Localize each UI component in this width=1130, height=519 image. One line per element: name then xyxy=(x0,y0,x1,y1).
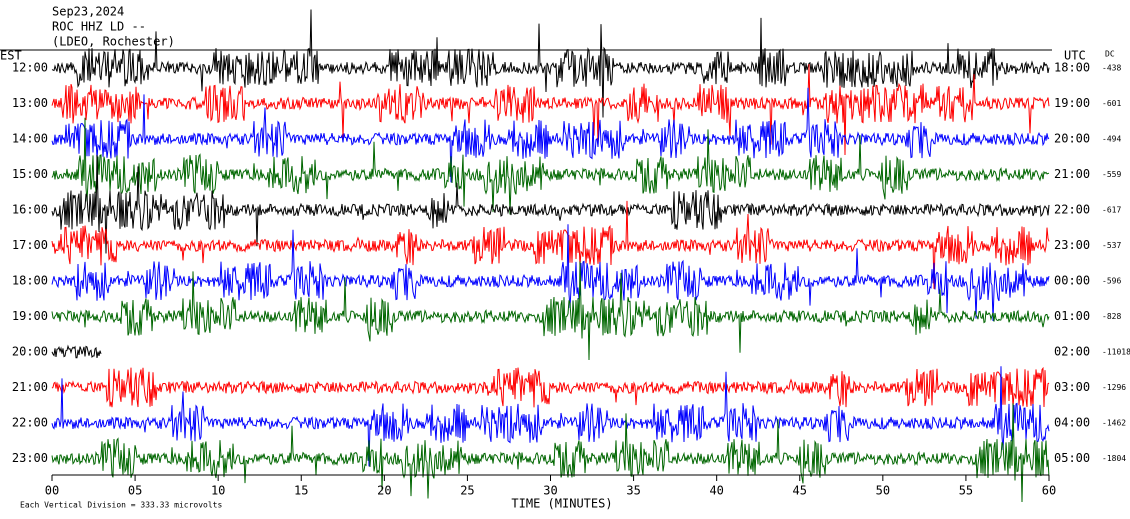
x-tick-label: 60 xyxy=(1042,484,1056,498)
est-label: 16:00 xyxy=(12,203,48,217)
utc-label: 01:00 xyxy=(1054,309,1090,323)
traces xyxy=(51,9,1050,503)
trace xyxy=(51,261,1050,361)
trace xyxy=(51,344,102,359)
right-axis-label: UTC xyxy=(1064,49,1086,63)
dc-value: -828 xyxy=(1102,312,1121,321)
est-label: 14:00 xyxy=(12,132,48,146)
trace xyxy=(51,403,1050,503)
utc-label: 05:00 xyxy=(1054,451,1090,465)
trace xyxy=(51,63,1050,156)
est-label: 15:00 xyxy=(12,167,48,181)
est-label: 20:00 xyxy=(12,345,48,359)
trace xyxy=(51,117,1050,215)
x-tick-label: 40 xyxy=(709,484,723,498)
dc-value: -559 xyxy=(1102,170,1121,179)
date: Sep23,2024 xyxy=(52,5,124,19)
est-label: 18:00 xyxy=(12,274,48,288)
est-label: 12:00 xyxy=(12,61,48,75)
utc-label: 23:00 xyxy=(1054,238,1090,252)
utc-label: 03:00 xyxy=(1054,380,1090,394)
x-tick-label: 15 xyxy=(294,484,308,498)
x-tick-label: 20 xyxy=(377,484,391,498)
dc-value: -617 xyxy=(1102,206,1121,215)
est-label: 19:00 xyxy=(12,309,48,323)
est-label: 22:00 xyxy=(12,416,48,430)
utc-label: 18:00 xyxy=(1054,61,1090,75)
utc-label: 00:00 xyxy=(1054,274,1090,288)
est-label: 23:00 xyxy=(12,451,48,465)
trace xyxy=(51,224,1050,322)
dc-value: -596 xyxy=(1102,277,1121,286)
est-label: 17:00 xyxy=(12,238,48,252)
utc-label: 22:00 xyxy=(1054,203,1090,217)
dc-value: -1462 xyxy=(1102,419,1126,428)
x-tick-label: 30 xyxy=(543,484,557,498)
x-tick-label: 10 xyxy=(211,484,225,498)
trace xyxy=(51,9,1050,118)
x-tick-label: 50 xyxy=(876,484,890,498)
est-label: 13:00 xyxy=(12,96,48,110)
dc-value: -537 xyxy=(1102,241,1121,250)
utc-label: 02:00 xyxy=(1054,345,1090,359)
dc-value: -601 xyxy=(1102,99,1121,108)
trace xyxy=(51,200,1050,289)
left-axis-label: EST xyxy=(0,49,22,63)
utc-label: 19:00 xyxy=(1054,96,1090,110)
trace xyxy=(51,366,1050,408)
utc-label: 04:00 xyxy=(1054,416,1090,430)
x-tick-label: 05 xyxy=(128,484,142,498)
x-axis-label: TIME (MINUTES) xyxy=(511,497,612,511)
x-tick-label: 55 xyxy=(959,484,973,498)
utc-label: 21:00 xyxy=(1054,167,1090,181)
x-tick-label: 25 xyxy=(460,484,474,498)
dc-value: -1296 xyxy=(1102,383,1126,392)
x-tick-label: 35 xyxy=(626,484,640,498)
trace xyxy=(51,154,1050,254)
x-tick-label: 45 xyxy=(793,484,807,498)
network: (LDEO, Rochester) xyxy=(52,35,175,49)
station: ROC HHZ LD -- xyxy=(52,20,146,34)
x-tick-label: 00 xyxy=(45,484,59,498)
dc-label: DC xyxy=(1105,50,1115,59)
dc-value: -1804 xyxy=(1102,454,1126,463)
trace xyxy=(51,87,1050,183)
trace xyxy=(51,366,1050,467)
utc-label: 20:00 xyxy=(1054,132,1090,146)
footer: Each Vertical Division = 333.33 microvol… xyxy=(20,501,222,510)
dc-value: -494 xyxy=(1102,135,1121,144)
dc-value: -438 xyxy=(1102,64,1121,73)
dc-value: -1101875 xyxy=(1102,348,1130,357)
est-label: 21:00 xyxy=(12,380,48,394)
